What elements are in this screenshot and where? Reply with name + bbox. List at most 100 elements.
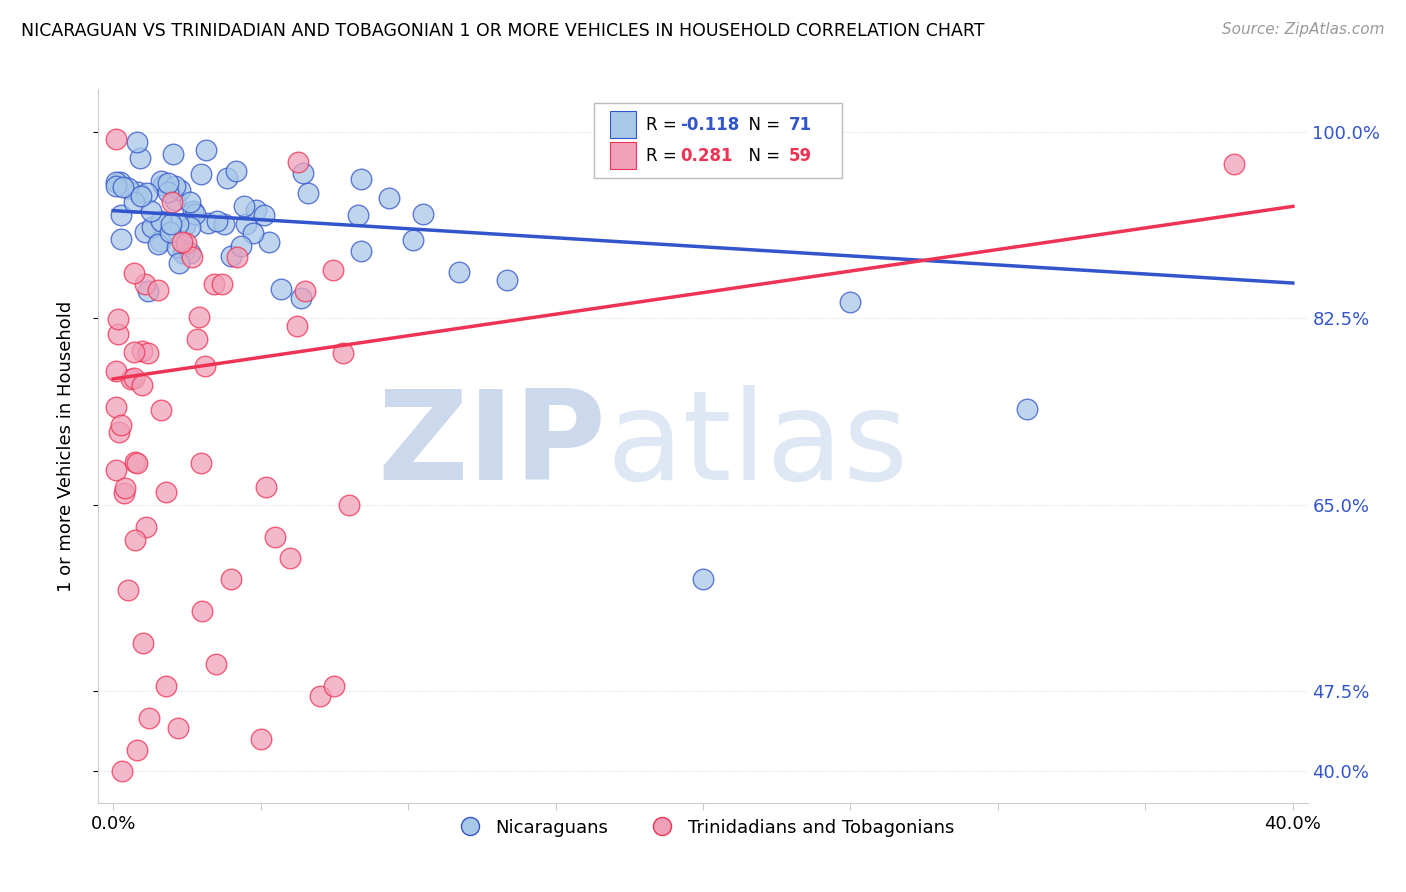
Text: 0.281: 0.281	[681, 146, 733, 164]
Point	[350, 244, 373, 259]
Y-axis label: 1 or more Vehicles in Household: 1 or more Vehicles in Household	[56, 301, 75, 591]
Text: Source: ZipAtlas.com: Source: ZipAtlas.com	[1222, 22, 1385, 37]
Point	[114, 481, 136, 495]
Point	[108, 425, 131, 440]
Point	[150, 402, 173, 417]
Point	[205, 657, 228, 672]
Point	[337, 498, 360, 512]
Point	[134, 277, 156, 292]
Text: N =: N =	[738, 116, 786, 134]
Point	[110, 208, 132, 222]
Point	[122, 345, 145, 359]
Point	[155, 484, 177, 499]
Point	[323, 679, 346, 693]
Point	[125, 456, 148, 470]
Point	[129, 151, 152, 165]
Point	[122, 195, 145, 210]
FancyBboxPatch shape	[595, 103, 842, 178]
Point	[112, 486, 135, 500]
Point	[233, 199, 256, 213]
Text: ZIP: ZIP	[378, 385, 606, 507]
Point	[176, 235, 198, 250]
Point	[105, 132, 128, 146]
Point	[169, 183, 191, 197]
Point	[105, 175, 128, 189]
Point	[179, 195, 201, 210]
Point	[135, 186, 157, 200]
Point	[110, 232, 132, 246]
Point	[692, 572, 714, 586]
Point	[496, 273, 519, 287]
Point	[165, 193, 187, 207]
Point	[138, 710, 160, 724]
Point	[181, 250, 204, 264]
Point	[135, 519, 157, 533]
Point	[264, 529, 287, 543]
Point	[105, 400, 128, 414]
Point	[259, 235, 281, 250]
Point	[124, 455, 146, 469]
Point	[131, 636, 153, 650]
Point	[125, 136, 148, 150]
Point	[124, 533, 146, 548]
Point	[160, 195, 183, 210]
Point	[157, 185, 180, 199]
Point	[105, 364, 128, 378]
Point	[149, 214, 172, 228]
Point	[197, 216, 219, 230]
Text: atlas: atlas	[606, 385, 908, 507]
Point	[217, 170, 239, 185]
Point	[211, 277, 233, 292]
Point	[141, 219, 163, 234]
Point	[108, 175, 131, 189]
Text: NICARAGUAN VS TRINIDADIAN AND TOBAGONIAN 1 OR MORE VEHICLES IN HOUSEHOLD CORRELA: NICARAGUAN VS TRINIDADIAN AND TOBAGONIAN…	[21, 22, 984, 40]
Text: 71: 71	[789, 116, 813, 134]
Bar	[610, 112, 637, 138]
Point	[173, 218, 195, 232]
Point	[254, 480, 277, 494]
Point	[174, 244, 197, 258]
Point	[131, 343, 153, 358]
Point	[117, 181, 139, 195]
Point	[202, 277, 225, 291]
Point	[249, 731, 271, 746]
Point	[155, 679, 177, 693]
Point	[131, 378, 153, 392]
Point	[350, 172, 373, 186]
Point	[120, 372, 142, 386]
Point	[136, 346, 159, 360]
Point	[229, 239, 252, 253]
Point	[297, 186, 319, 200]
Point	[194, 359, 217, 373]
Point	[245, 203, 267, 218]
Text: 59: 59	[789, 146, 813, 164]
Point	[167, 721, 190, 735]
Point	[292, 166, 315, 180]
Point	[308, 690, 330, 704]
Text: R =: R =	[647, 116, 682, 134]
Point	[111, 764, 134, 778]
Point	[146, 236, 169, 251]
Point	[449, 265, 471, 279]
Point	[152, 178, 174, 192]
Point	[187, 310, 209, 324]
Point	[122, 371, 145, 385]
Text: -0.118: -0.118	[681, 116, 740, 134]
Text: N =: N =	[738, 146, 786, 164]
Point	[190, 167, 212, 181]
Point	[157, 176, 180, 190]
Point	[242, 226, 264, 240]
Point	[122, 266, 145, 280]
Point	[165, 178, 187, 193]
Point	[134, 225, 156, 239]
Point	[167, 256, 190, 270]
Point	[219, 249, 242, 263]
Point	[107, 327, 129, 342]
Point	[159, 225, 181, 239]
Point	[378, 191, 401, 205]
Point	[1223, 157, 1246, 171]
Point	[159, 217, 181, 231]
Point	[112, 179, 135, 194]
Point	[322, 263, 344, 277]
Point	[184, 207, 207, 221]
